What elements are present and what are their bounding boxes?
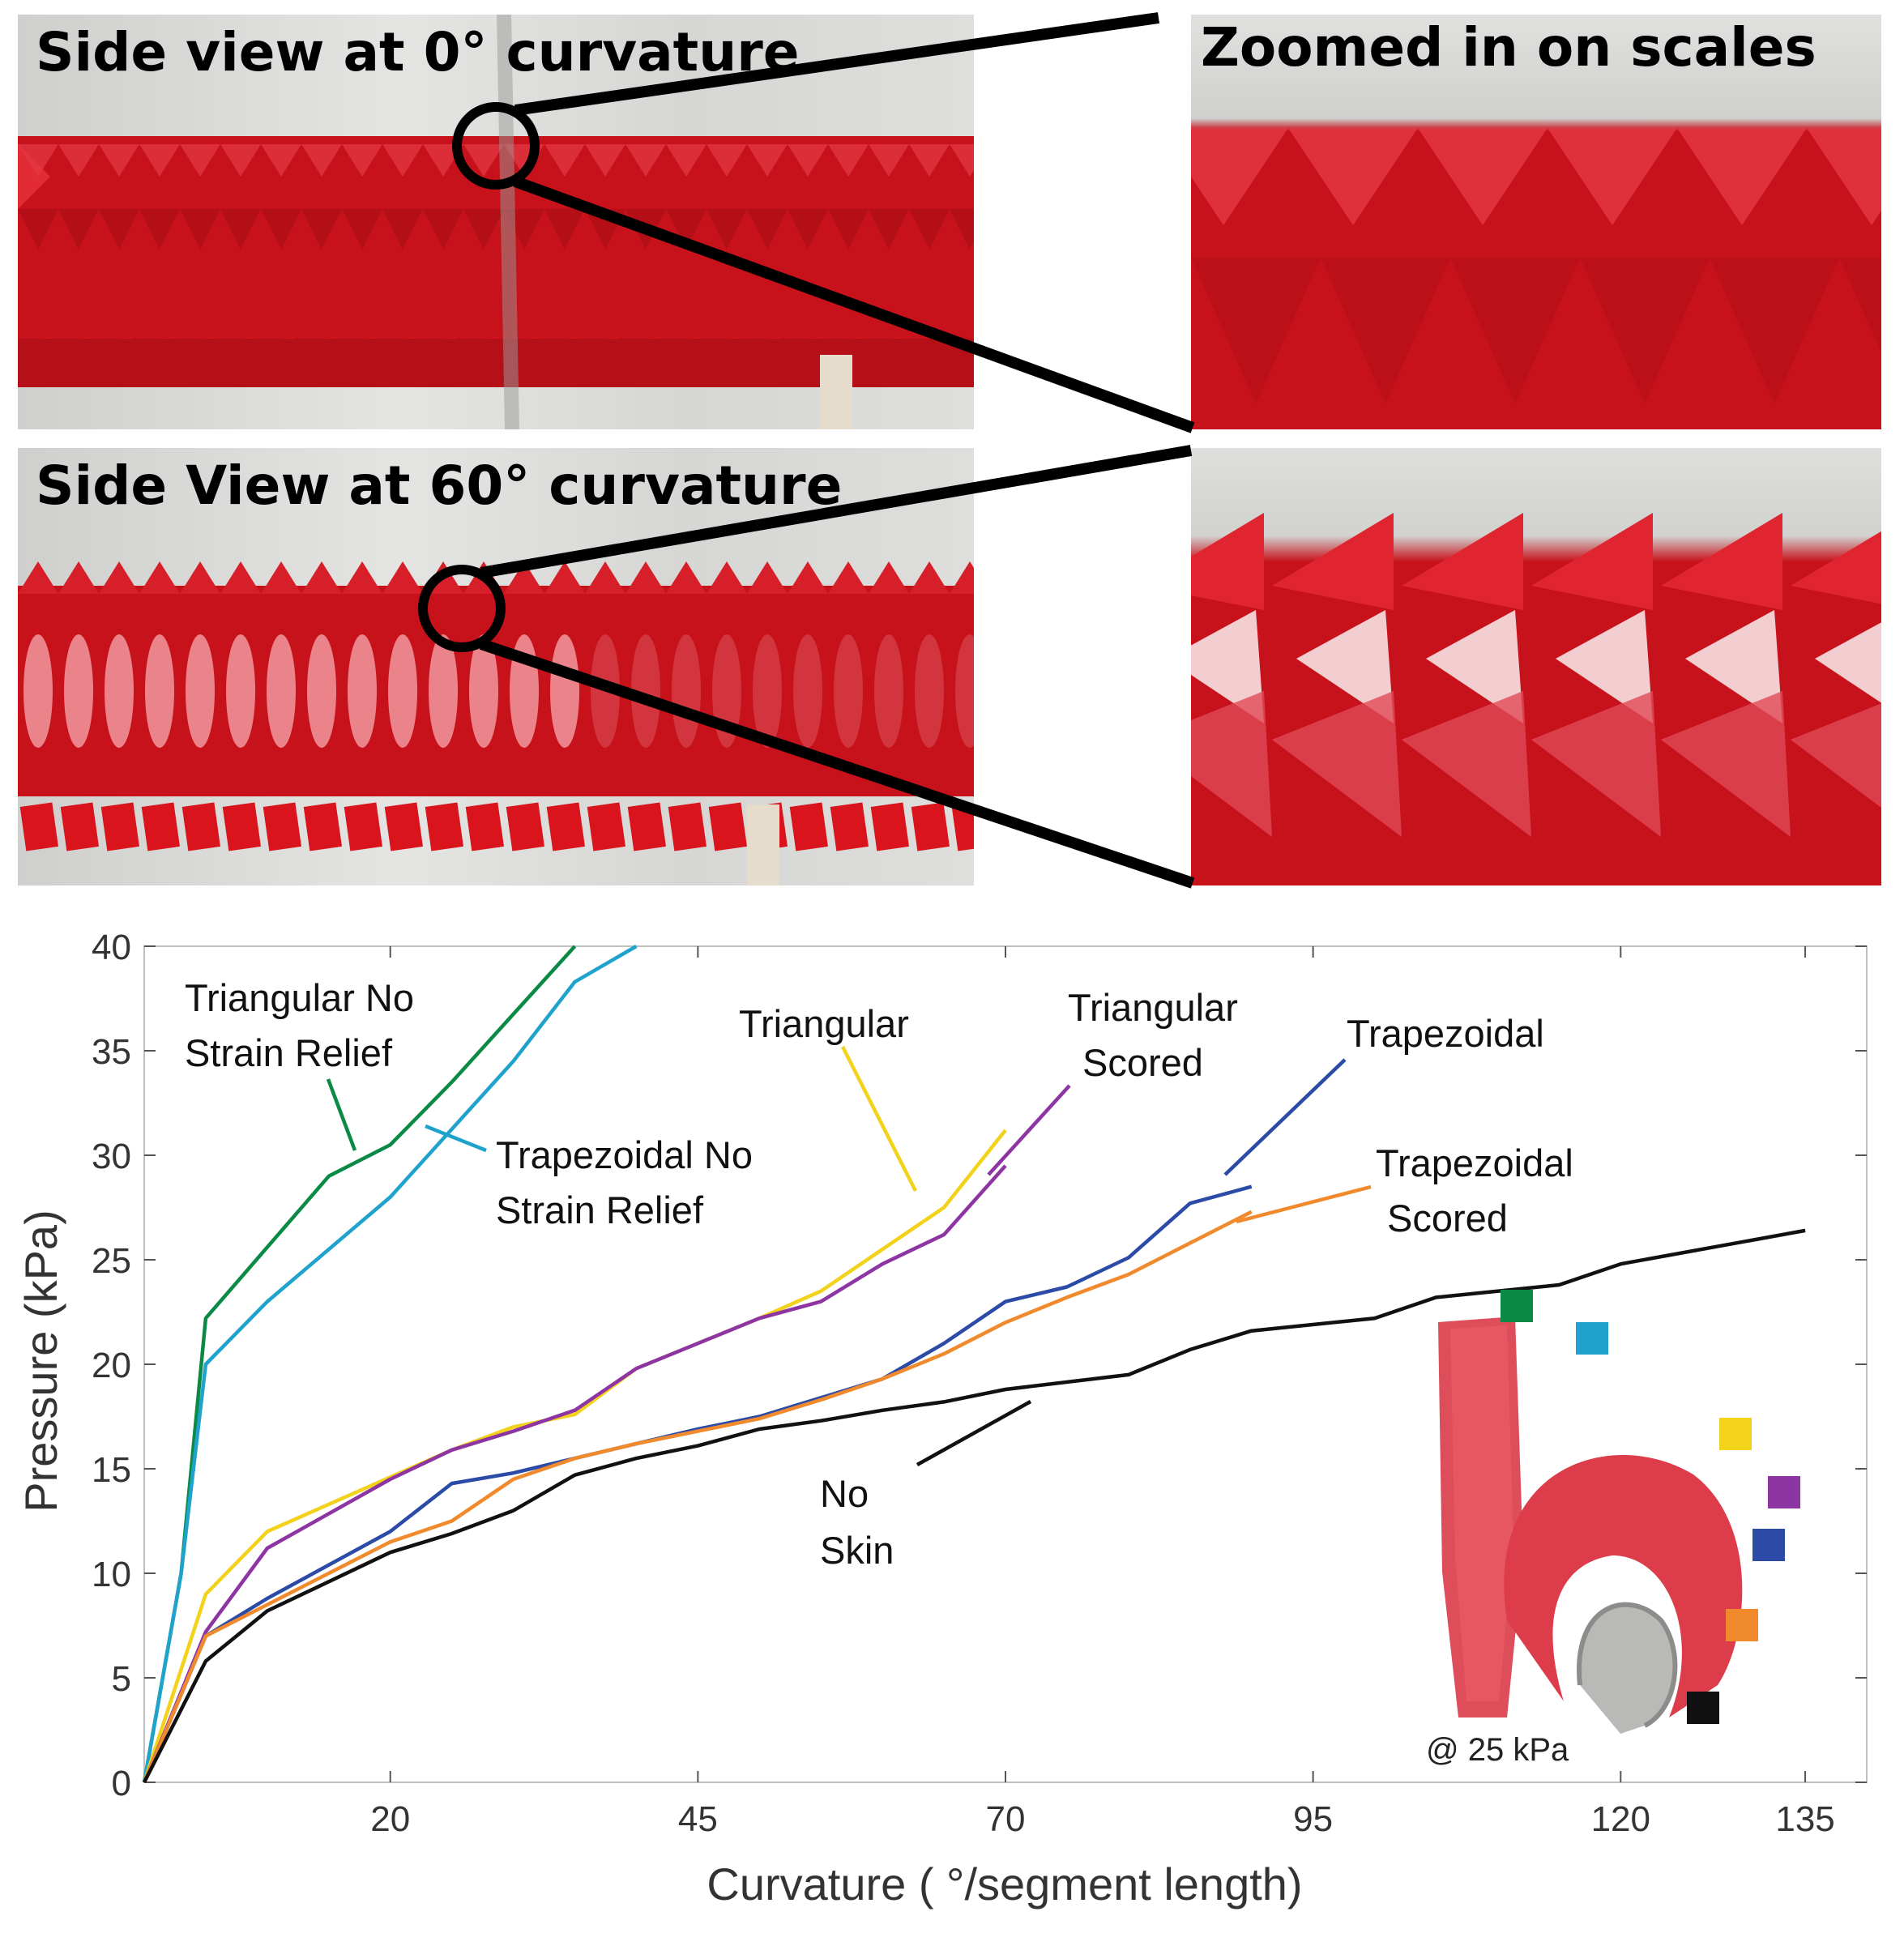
key-square-triangular (1719, 1418, 1752, 1450)
inset-caption: @ 25 kPa (1426, 1732, 1569, 1768)
magnifier-circle-60deg (418, 565, 506, 652)
photo-side-view-0-curvature: Side view at 0° curvature (18, 15, 974, 429)
zoom-60deg-illustration (1191, 513, 1881, 837)
pressure-curvature-chart: 0 5 10 15 20 25 30 35 40 20 45 70 95 120 135 Pressure … (15, 928, 1868, 1910)
annotation-trapezoidal-scored-2: Scored (1387, 1197, 1508, 1240)
x-tick-label: 120 (1591, 1799, 1650, 1839)
chart-series (142, 945, 1806, 1784)
x-axis-label: Curvature ( °/segment length) (707, 1858, 1302, 1910)
leader-trapezoidal (1223, 1058, 1347, 1176)
series-line-trapezoidal-scored (142, 1210, 1253, 1783)
series-line-trapezoidal-no-strain-relief (142, 945, 638, 1783)
magnifier-callouts (418, 12, 1195, 889)
key-square-triangular-scored (1768, 1476, 1800, 1508)
zoom-0deg-illustration (1191, 128, 1881, 403)
annotation-no-skin-1: No (820, 1472, 869, 1515)
annotation-triangular-no-strain-relief-1: Triangular No (185, 976, 414, 1019)
photo-title-60deg: Side View at 60° curvature (36, 454, 843, 517)
inset-color-key (1501, 1290, 1800, 1724)
actuator-0deg-illustration (18, 15, 974, 429)
annotation-leaders (326, 1045, 1372, 1466)
key-square-triangular-no-strain-relief (1501, 1290, 1533, 1322)
photo-zoomed-scales-60deg (1191, 448, 1881, 885)
y-tick-label: 35 (92, 1032, 131, 1072)
y-tick-label: 0 (112, 1764, 131, 1803)
callout-line-60deg-bottom (479, 638, 1195, 889)
series-line-triangular-scored (142, 1164, 1007, 1783)
annotation-trapezoidal-no-strain-relief-1: Trapezoidal No (496, 1133, 753, 1176)
annotation-no-skin-2: Skin (820, 1529, 894, 1572)
annotation-trapezoidal-no-strain-relief-2: Strain Relief (496, 1188, 704, 1231)
actuator-60deg-illustration (18, 561, 974, 885)
annotation-triangular-scored-2: Scored (1082, 1041, 1203, 1084)
key-square-no-skin (1687, 1692, 1719, 1724)
y-tick-label: 10 (92, 1555, 131, 1594)
x-tick-label: 135 (1775, 1799, 1834, 1839)
y-tick-label: 40 (92, 928, 131, 967)
y-tick-label: 25 (92, 1241, 131, 1281)
y-axis-label: Pressure (kPa) (15, 1210, 66, 1512)
photo-title-0deg: Side view at 0° curvature (36, 21, 800, 83)
leader-no-skin (916, 1400, 1032, 1466)
zoom-title: Zoomed in on scales (1201, 16, 1816, 79)
x-tick-label: 70 (986, 1799, 1026, 1839)
y-tick-label: 5 (112, 1659, 131, 1699)
leader-trapezoidal-no-strain-relief (425, 1124, 487, 1153)
x-tick-label: 95 (1293, 1799, 1333, 1839)
callout-line-0deg-bottom (513, 176, 1195, 433)
axis-ticks: 0 5 10 15 20 25 30 35 40 20 45 70 95 120 135 (92, 928, 1867, 1839)
leader-trapezoidal-scored (1236, 1184, 1372, 1224)
y-tick-label: 15 (92, 1450, 131, 1490)
y-tick-label: 30 (92, 1137, 131, 1176)
annotation-trapezoidal: Trapezoidal (1347, 1012, 1544, 1055)
photo-zoomed-scales-0deg (1191, 15, 1881, 429)
series-line-no-skin (142, 1228, 1806, 1784)
magnifier-circle-0deg (452, 102, 540, 190)
callout-line-60deg-top (480, 445, 1193, 578)
key-square-trapezoidal-no-strain-relief (1576, 1322, 1608, 1355)
x-tick-label: 20 (370, 1799, 410, 1839)
annotation-triangular-scored-1: Triangular (1068, 986, 1238, 1029)
annotation-trapezoidal-scored-1: Trapezoidal (1376, 1141, 1573, 1184)
annotation-triangular: Triangular (739, 1002, 909, 1045)
leader-triangular-no-strain-relief (326, 1078, 357, 1151)
y-tick-label: 20 (92, 1346, 131, 1385)
key-square-trapezoidal-scored (1726, 1609, 1758, 1641)
callout-line-0deg-top (514, 12, 1159, 116)
leader-triangular-scored (987, 1084, 1071, 1176)
series-line-trapezoidal (142, 1184, 1253, 1783)
key-square-trapezoidal (1752, 1529, 1785, 1561)
leader-triangular (840, 1045, 918, 1193)
annotation-triangular-no-strain-relief-2: Strain Relief (185, 1031, 393, 1074)
x-tick-label: 45 (678, 1799, 718, 1839)
inset-actuator-image (1438, 1316, 1743, 1734)
